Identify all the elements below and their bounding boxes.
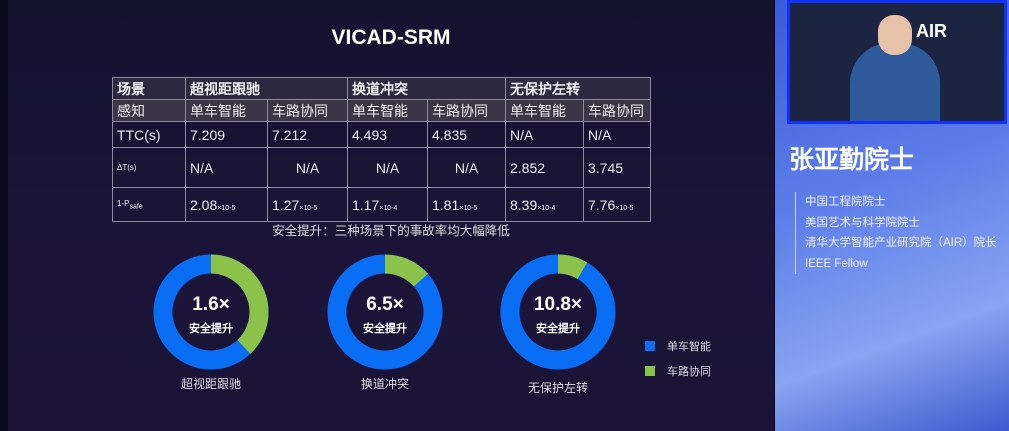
- table-cell: 7.76×10-5: [583, 187, 651, 222]
- table-cell: N/A: [267, 147, 348, 188]
- center-value: 10.8×: [534, 294, 582, 315]
- subheader-cell: 车路协同: [427, 99, 506, 122]
- center-value: 6.5×: [366, 294, 404, 315]
- table-header-row: 场景 超视距跟驰 换道冲突 无保护左转: [112, 77, 651, 100]
- table-cell: 1.17×10-4: [347, 187, 428, 222]
- speaker-title-line: 清华大学智能产业研究院（AIR）院长: [805, 237, 997, 249]
- table-cell: N/A: [185, 147, 268, 188]
- speaker-titles: 中国工程院院士美国艺术与科学院院士清华大学智能产业研究院（AIR）院长 IEEE …: [795, 192, 997, 274]
- speaker-video: AIR: [787, 0, 1007, 124]
- table-subheader-row: 感知 单车智能 车路协同 单车智能 车路协同 单车智能 车路协同: [112, 99, 651, 122]
- table-cell: N/A: [347, 147, 428, 188]
- speaker-title-line: 中国工程院院士: [805, 196, 886, 208]
- speaker-panel: AIR 张亚勤院士 中国工程院院士美国艺术与科学院院士清华大学智能产业研究院（A…: [775, 0, 1009, 431]
- subheader-cell: 单车智能: [505, 99, 584, 122]
- center-text: 安全提升: [536, 321, 580, 335]
- speaker-title-line: IEEE Fellow: [805, 257, 868, 270]
- air-logo: AIR: [916, 21, 947, 41]
- legend-swatch: [645, 366, 655, 376]
- exponent: ×10-5: [615, 204, 634, 212]
- speaker-head: [878, 15, 912, 55]
- header-cell: 无保护左转: [505, 77, 651, 100]
- exponent: ×10-5: [217, 204, 236, 212]
- subheader-cell: 感知: [112, 99, 186, 122]
- center-text: 安全提升: [189, 321, 233, 335]
- speaker-figure: [850, 43, 940, 121]
- subheader-cell: 车路协同: [583, 99, 651, 122]
- table-cell: N/A: [427, 147, 506, 188]
- table-cell: 3.745: [583, 147, 651, 188]
- chart-legend: 单车智能 车路协同: [645, 338, 711, 388]
- exponent: ×10-4: [537, 204, 556, 212]
- center-value: 1.6×: [192, 294, 230, 315]
- row-label: ΔT(s): [112, 147, 186, 188]
- table-cell: 7.212: [267, 121, 348, 148]
- results-table: 场景 超视距跟驰 换道冲突 无保护左转 感知 单车智能 车路协同 单车智能 车路协同 单车…: [112, 77, 651, 222]
- slide-title: VICAD-SRM: [331, 26, 451, 49]
- donut-label: 超视距跟驰: [181, 376, 241, 391]
- slice-v2x: [327, 254, 443, 370]
- caption: 安全提升：三种场景下的事故率均大幅降低: [272, 224, 510, 238]
- table-row: 1-Psafe 2.08×10-5 1.27×10-5 1.17×10-4 1.81×1…: [112, 187, 651, 222]
- row-label: TTC(s): [112, 121, 186, 148]
- donut-label: 无保护左转: [528, 380, 588, 395]
- table-cell: 1.81×10-5: [427, 187, 506, 222]
- legend-item: 单车智能: [645, 338, 711, 354]
- legend-label: 单车智能: [667, 341, 711, 353]
- legend-item: 车路协同: [645, 363, 711, 379]
- table-row: ΔT(s) N/A N/A N/A N/A 2.852 3.745: [112, 147, 651, 188]
- center-text: 安全提升: [363, 321, 407, 335]
- table-cell: 8.39×10-4: [505, 187, 584, 222]
- table-row: TTC(s) 7.209 7.212 4.493 4.835 N/A N/A: [112, 121, 651, 148]
- exponent: ×10-5: [459, 204, 478, 212]
- subheader-cell: 车路协同: [267, 99, 348, 122]
- slide: VICAD-SRM 场景 超视距跟驰 换道冲突 无保护左转 感知 单车智能 车路协同…: [8, 0, 774, 431]
- subheader-cell: 单车智能: [185, 99, 268, 122]
- table-cell: 2.852: [505, 147, 584, 188]
- legend-label: 车路协同: [667, 366, 711, 378]
- donut-label: 换道冲突: [361, 376, 409, 391]
- speaker-title-line: 美国艺术与科学院院士: [805, 216, 920, 229]
- table-cell: 4.835: [427, 121, 506, 148]
- slice-v2x: [500, 254, 616, 370]
- table-cell: N/A: [583, 121, 651, 148]
- label-subscript: safe: [129, 203, 143, 211]
- table-cell: 4.493: [347, 121, 428, 148]
- header-cell: 换道冲突: [347, 77, 506, 100]
- table-cell: 7.209: [185, 121, 268, 148]
- exponent: ×10-5: [299, 204, 318, 212]
- speaker-name: 张亚勤院士: [789, 146, 915, 174]
- exponent: ×10-4: [379, 204, 398, 212]
- slice-v2x: [153, 254, 269, 370]
- row-label: 1-Psafe: [112, 187, 186, 222]
- subheader-cell: 单车智能: [347, 99, 428, 122]
- legend-swatch: [645, 341, 655, 351]
- table-cell: 1.27×10-5: [267, 187, 348, 222]
- header-cell: 超视距跟驰: [185, 77, 348, 100]
- header-cell: 场景: [112, 77, 186, 100]
- table-cell: 2.08×10-5: [185, 187, 268, 222]
- table-cell: N/A: [505, 121, 584, 148]
